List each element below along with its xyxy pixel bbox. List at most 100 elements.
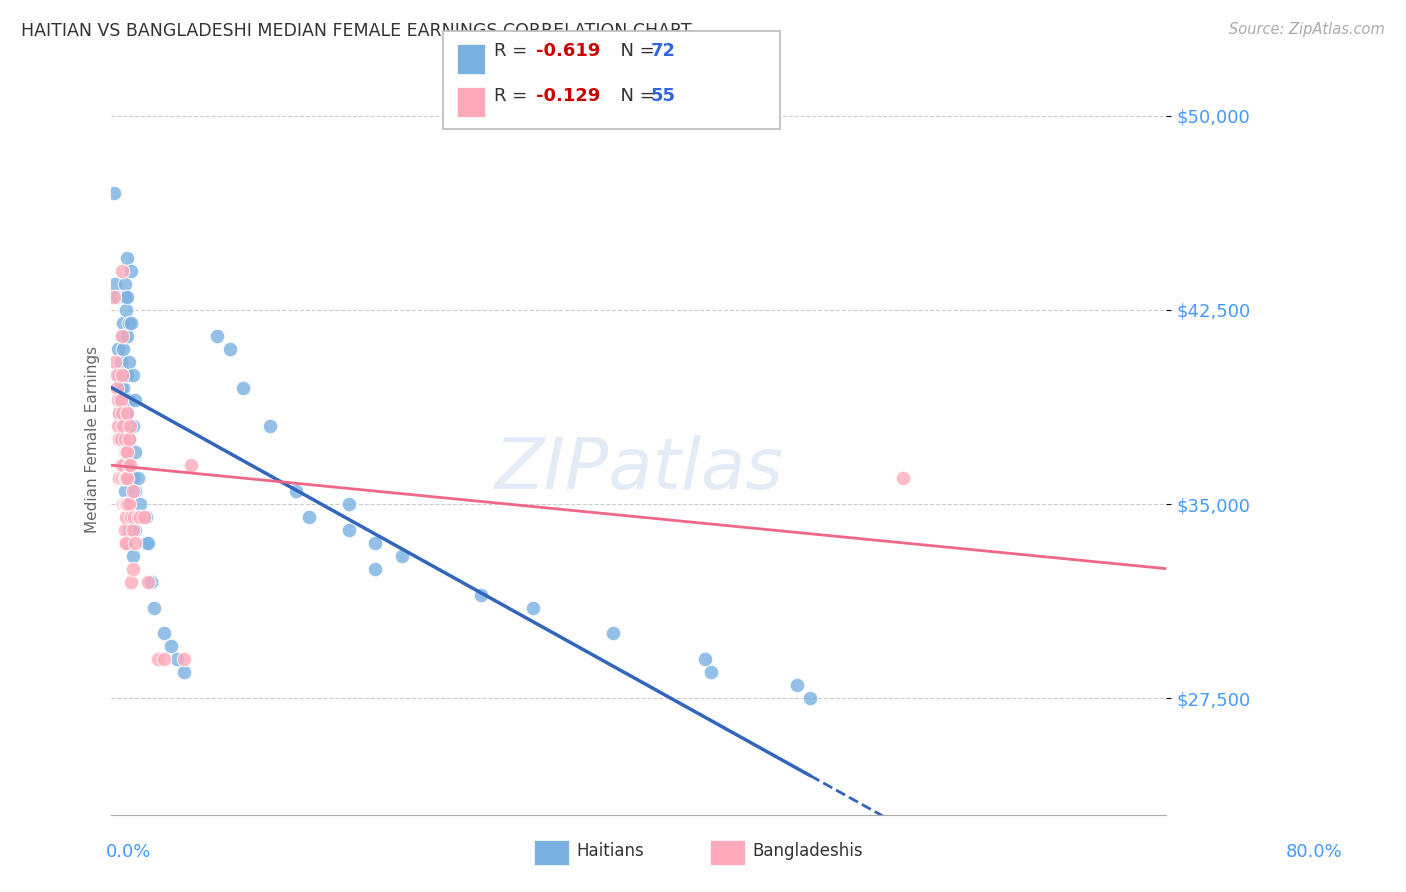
Point	[114, 433, 136, 447]
Point	[115, 510, 138, 524]
Text: N =: N =	[609, 87, 661, 104]
Point	[103, 186, 125, 201]
Y-axis label: Median Female Earnings: Median Female Earnings	[86, 346, 100, 533]
Point	[108, 471, 131, 485]
Point	[114, 484, 136, 499]
Text: HAITIAN VS BANGLADESHI MEDIAN FEMALE EARNINGS CORRELATION CHART: HAITIAN VS BANGLADESHI MEDIAN FEMALE EAR…	[21, 22, 692, 40]
Point	[115, 497, 138, 511]
Text: R =: R =	[494, 42, 533, 60]
Point	[127, 471, 149, 485]
Point	[105, 290, 128, 304]
Text: 72: 72	[651, 42, 676, 60]
Point	[115, 445, 138, 459]
Point	[117, 393, 139, 408]
Point	[107, 419, 129, 434]
Point	[115, 471, 138, 485]
Point	[108, 406, 131, 420]
Point	[117, 354, 139, 368]
Point	[122, 510, 145, 524]
Point	[117, 523, 139, 537]
Text: N =: N =	[609, 42, 661, 60]
Point	[115, 458, 138, 473]
Point	[107, 433, 129, 447]
Point	[114, 406, 136, 420]
Point	[115, 497, 138, 511]
Point	[114, 328, 136, 343]
Point	[114, 523, 136, 537]
Point	[105, 380, 128, 394]
Point	[110, 433, 132, 447]
Point	[115, 445, 138, 459]
Point	[786, 678, 808, 692]
Point	[112, 497, 135, 511]
Point	[120, 264, 142, 278]
Point	[112, 419, 135, 434]
Point	[115, 368, 138, 382]
Point	[132, 510, 155, 524]
Point	[111, 328, 134, 343]
Point	[134, 510, 156, 524]
Point	[693, 652, 716, 666]
Text: R =: R =	[494, 87, 533, 104]
Point	[114, 445, 136, 459]
Text: Source: ZipAtlas.com: Source: ZipAtlas.com	[1229, 22, 1385, 37]
Point	[114, 277, 136, 291]
Point	[115, 406, 138, 420]
Point	[112, 458, 135, 473]
Point	[124, 536, 146, 550]
Point	[111, 368, 134, 382]
Point	[115, 536, 138, 550]
Point	[110, 458, 132, 473]
Text: Haitians: Haitians	[576, 842, 644, 860]
Point	[111, 264, 134, 278]
Point	[114, 497, 136, 511]
Point	[121, 368, 143, 382]
Point	[121, 523, 143, 537]
Point	[115, 471, 138, 485]
Text: ZIPatlas: ZIPatlas	[495, 434, 783, 504]
Point	[139, 574, 162, 589]
Point	[114, 536, 136, 550]
Point	[138, 574, 160, 589]
Point	[135, 536, 157, 550]
Point	[219, 342, 242, 356]
Point	[117, 433, 139, 447]
Point	[121, 471, 143, 485]
Point	[111, 471, 134, 485]
Point	[337, 523, 360, 537]
Point	[117, 497, 139, 511]
Point	[173, 665, 195, 680]
Point	[173, 652, 195, 666]
Point	[891, 471, 914, 485]
Point	[115, 406, 138, 420]
Point	[259, 419, 281, 434]
Point	[110, 354, 132, 368]
Point	[110, 380, 132, 394]
Point	[127, 510, 149, 524]
Point	[114, 368, 136, 382]
Point	[121, 510, 143, 524]
Point	[180, 458, 202, 473]
Point	[114, 290, 136, 304]
Text: Bangladeshis: Bangladeshis	[752, 842, 863, 860]
Point	[118, 419, 141, 434]
Point	[146, 652, 169, 666]
Point	[159, 640, 181, 654]
Point	[117, 433, 139, 447]
Point	[108, 433, 131, 447]
Text: 0.0%: 0.0%	[105, 843, 150, 861]
Point	[337, 497, 360, 511]
Point	[111, 368, 134, 382]
Point	[107, 393, 129, 408]
Point	[115, 251, 138, 265]
Point	[115, 302, 138, 317]
Point	[110, 393, 132, 408]
Point	[115, 328, 138, 343]
Point	[117, 471, 139, 485]
Point	[142, 600, 165, 615]
Point	[120, 510, 142, 524]
Point	[135, 510, 157, 524]
Point	[112, 342, 135, 356]
Point	[112, 380, 135, 394]
Point	[700, 665, 723, 680]
